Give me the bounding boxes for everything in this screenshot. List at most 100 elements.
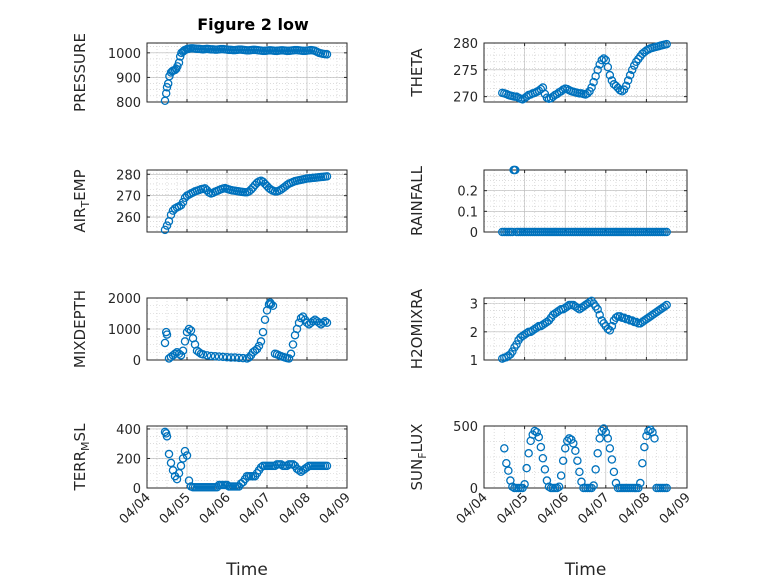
y-tick-label: 2000 [108,292,141,307]
x-tick-label: 04/05 [157,490,194,527]
data-point [508,347,517,356]
data-point [571,446,580,456]
data-point [288,340,298,349]
data-point [573,456,582,465]
data-point [662,227,671,237]
data-point [662,39,671,49]
data-point [583,89,592,98]
data-point [520,480,529,489]
data-point [222,352,232,362]
data-point [222,480,232,490]
y-tick-label: 0 [470,226,478,241]
y-tick-label: 270 [116,190,141,205]
data-point [585,297,594,307]
y-axis-label: PRESSURE [71,33,89,112]
data-point [256,337,266,346]
y-tick-label: 1000 [108,323,141,338]
data-point [662,483,671,493]
data-point [617,87,627,96]
y-axis-label: SUNFLUX [408,424,429,491]
data-point [589,481,598,490]
y-tick-label: 0 [133,482,141,497]
y-tick-label: 1 [470,354,478,369]
data-point [254,341,264,351]
data-point [302,318,312,328]
data-point [260,315,270,324]
data-point [623,76,633,85]
panel-theta: 270 275 280 THETA [408,37,688,106]
data-point [589,77,598,87]
data-point [511,165,520,175]
data-point [182,451,192,460]
data-point [202,351,212,360]
data-point [650,434,659,443]
panel-mixdepth: 0 1000 2000 MIXDEPTH [71,290,348,369]
data-point [268,301,278,310]
data-point [662,300,671,310]
y-tick-label: 900 [116,71,141,86]
y-tick-label: 275 [453,64,478,79]
data-point [597,55,606,65]
data-point [611,478,621,488]
x-tick-label: 04/06 [197,490,234,527]
data-point [530,426,540,436]
axes-box [146,42,348,103]
data-point [308,316,318,326]
data-point [160,96,170,106]
data-point [504,466,513,475]
figure-title: Figure 2 low [197,15,309,34]
data-point [162,83,172,92]
data-point [587,83,596,92]
data-point [322,172,332,181]
data-point [178,197,188,207]
data-point [560,444,570,453]
data-point [294,466,304,475]
data-point [160,338,170,348]
data-point [632,317,641,327]
data-point [500,444,509,453]
y-tick-label: 0 [470,482,478,497]
data-point [198,350,208,359]
data-point [512,340,521,349]
axes-box [146,169,348,233]
y-axis-label: AIRTEMP [71,169,92,232]
data-point [544,482,554,492]
data-point [540,465,550,474]
data-point [627,65,637,75]
y-tick-label: 280 [116,168,141,183]
data-point [258,327,268,337]
data-point [166,210,176,220]
data-point [314,318,324,328]
data-point [603,434,613,443]
data-point [552,483,562,493]
data-point [599,54,609,63]
y-tick-label: 800 [116,96,141,111]
y-tick-label: 200 [116,452,141,467]
data-point [607,455,617,464]
data-point [164,449,174,459]
x-tick-label: 04/07 [576,490,613,527]
y-axis-label: THETA [408,48,426,98]
data-point [595,60,604,69]
data-point [282,461,292,471]
data-point [244,353,254,362]
panel-air_temp: 260 270 280 AIRTEMP [71,168,348,235]
axes-box [483,42,688,103]
data-point [646,425,655,434]
y-tick-label: 3 [470,298,478,313]
data-point [538,453,548,463]
data-point [186,326,196,335]
data-point [322,318,332,328]
data-point [296,313,306,323]
data-point [502,458,511,468]
data-point [565,434,574,443]
data-point [573,303,582,313]
data-point [180,337,190,346]
data-point [252,178,262,188]
data-point [593,449,602,458]
data-point [174,468,184,478]
data-point [634,483,643,493]
data-point [605,444,615,453]
data-point [161,89,171,98]
